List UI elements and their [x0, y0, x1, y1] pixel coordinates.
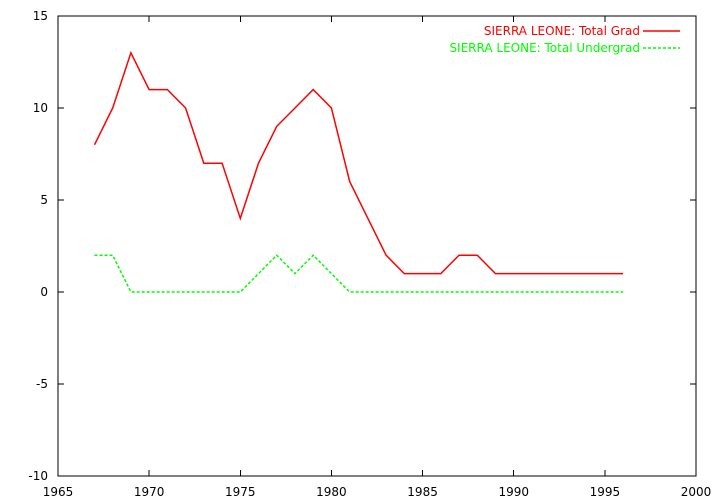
data-point: [604, 273, 606, 275]
x-tick-label: 2000: [681, 485, 712, 499]
data-point: [476, 291, 478, 293]
data-point: [221, 162, 223, 164]
data-point: [422, 273, 424, 275]
data-point: [567, 273, 569, 275]
x-tick-label: 1995: [590, 485, 621, 499]
legend-label: SIERRA LEONE: Total Grad: [484, 24, 640, 38]
x-tick-label: 1990: [498, 485, 529, 499]
data-point: [312, 254, 314, 256]
data-point: [93, 144, 95, 146]
data-point: [403, 291, 405, 293]
data-point: [385, 291, 387, 293]
data-point: [513, 273, 515, 275]
data-point: [422, 291, 424, 293]
x-tick-label: 1975: [225, 485, 256, 499]
data-point: [112, 107, 114, 109]
y-tick-label: -10: [28, 469, 48, 483]
data-point: [586, 273, 588, 275]
y-tick-label: 0: [40, 285, 48, 299]
data-point: [221, 291, 223, 293]
data-point: [130, 291, 132, 293]
y-tick-label: 15: [33, 9, 48, 23]
y-tick-label: 5: [40, 193, 48, 207]
x-tick-label: 1965: [43, 485, 74, 499]
data-point: [494, 291, 496, 293]
data-point: [312, 89, 314, 91]
x-tick-label: 1970: [134, 485, 165, 499]
y-tick-label: 10: [33, 101, 48, 115]
data-point: [549, 291, 551, 293]
data-point: [239, 291, 241, 293]
data-point: [203, 162, 205, 164]
data-point: [166, 89, 168, 91]
legend: SIERRA LEONE: Total Grad SIERRA LEONE: To…: [449, 24, 680, 55]
plot-frame: [57, 15, 697, 477]
data-point: [385, 254, 387, 256]
data-point: [349, 181, 351, 183]
data-point: [567, 291, 569, 293]
data-point: [458, 291, 460, 293]
data-point: [148, 291, 150, 293]
data-point: [622, 273, 624, 275]
series-line-total-grad: [93, 50, 624, 275]
data-point: [604, 291, 606, 293]
data-point: [330, 107, 332, 109]
data-point: [258, 273, 260, 275]
data-point: [166, 291, 168, 293]
data-point: [403, 273, 405, 275]
data-point: [476, 254, 478, 256]
data-point: [622, 291, 624, 293]
data-point: [276, 125, 278, 127]
data-point: [239, 217, 241, 219]
data-point: [185, 107, 187, 109]
x-tick-label: 1980: [316, 485, 347, 499]
data-point: [367, 217, 369, 219]
series-layer: [93, 50, 624, 293]
data-point: [294, 107, 296, 109]
data-point: [513, 291, 515, 293]
data-point: [586, 291, 588, 293]
data-point: [494, 273, 496, 275]
y-tick-label: -5: [36, 377, 48, 391]
data-point: [203, 291, 205, 293]
data-point: [549, 273, 551, 275]
data-point: [531, 273, 533, 275]
data-point: [112, 254, 114, 256]
data-point: [294, 273, 296, 275]
data-point: [258, 162, 260, 164]
legend-label: SIERRA LEONE: Total Undergrad: [449, 41, 640, 55]
x-tick-label: 1985: [407, 485, 438, 499]
data-point: [440, 273, 442, 275]
data-point: [349, 291, 351, 293]
data-point: [148, 89, 150, 91]
data-point: [367, 291, 369, 293]
data-point: [185, 291, 187, 293]
data-point: [458, 254, 460, 256]
data-point: [440, 291, 442, 293]
data-point: [531, 291, 533, 293]
data-point: [93, 254, 95, 256]
data-point: [130, 52, 132, 54]
data-point: [330, 273, 332, 275]
axes: 1965 1970 1975 1980 1985 1990 1995 2000 -10 -5 0 5 1…: [28, 9, 711, 499]
data-point: [276, 254, 278, 256]
series-line-total-undergrad: [94, 254, 624, 293]
